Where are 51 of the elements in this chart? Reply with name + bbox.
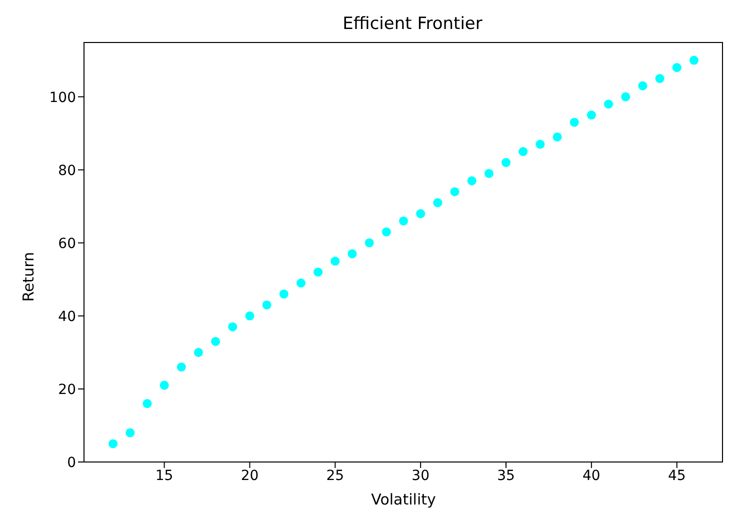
point (655, 74, 664, 84)
chart-title: Efficient Frontier (342, 14, 484, 34)
y-tick-label: 80 (58, 162, 76, 179)
point (638, 81, 648, 90)
point (262, 300, 272, 310)
point (279, 289, 288, 299)
point (416, 209, 426, 218)
point (142, 399, 152, 408)
y-tick-label: 40 (58, 308, 76, 325)
x-tick-label: 40 (582, 468, 600, 484)
y-tick-label: 20 (58, 382, 76, 398)
y-tick-label: 0 (67, 454, 76, 471)
point (228, 322, 238, 332)
x-tick-label: 25 (326, 468, 344, 484)
point (518, 147, 528, 156)
point (484, 168, 494, 178)
point (672, 63, 682, 72)
x-tick-label: 35 (497, 468, 515, 484)
x-axis-title: Volatility (371, 490, 436, 509)
point (364, 238, 374, 248)
point (502, 158, 511, 168)
point (536, 140, 545, 149)
point (586, 110, 596, 120)
point (126, 428, 135, 438)
point (314, 268, 323, 277)
point (176, 362, 186, 372)
point (450, 187, 460, 196)
point (296, 278, 306, 288)
x-tick-label: 45 (668, 468, 686, 484)
x-tick-label: 15 (155, 468, 174, 484)
point (330, 256, 340, 266)
x-tick-label: 20 (240, 468, 259, 484)
x-tick-label: 30 (412, 468, 430, 484)
point (160, 380, 169, 390)
point (433, 198, 442, 208)
point (604, 100, 614, 109)
point (467, 176, 476, 186)
point (621, 92, 630, 102)
point (552, 132, 562, 142)
point (570, 118, 579, 127)
point (689, 56, 698, 65)
point (398, 216, 408, 226)
point (245, 311, 254, 320)
y-tick-label: 100 (49, 90, 76, 106)
point (108, 439, 118, 448)
point (211, 336, 220, 346)
point (348, 249, 357, 258)
y-axis-title: Return (19, 252, 38, 302)
point (194, 348, 203, 357)
y-tick-label: 60 (58, 236, 76, 252)
point (382, 227, 391, 236)
